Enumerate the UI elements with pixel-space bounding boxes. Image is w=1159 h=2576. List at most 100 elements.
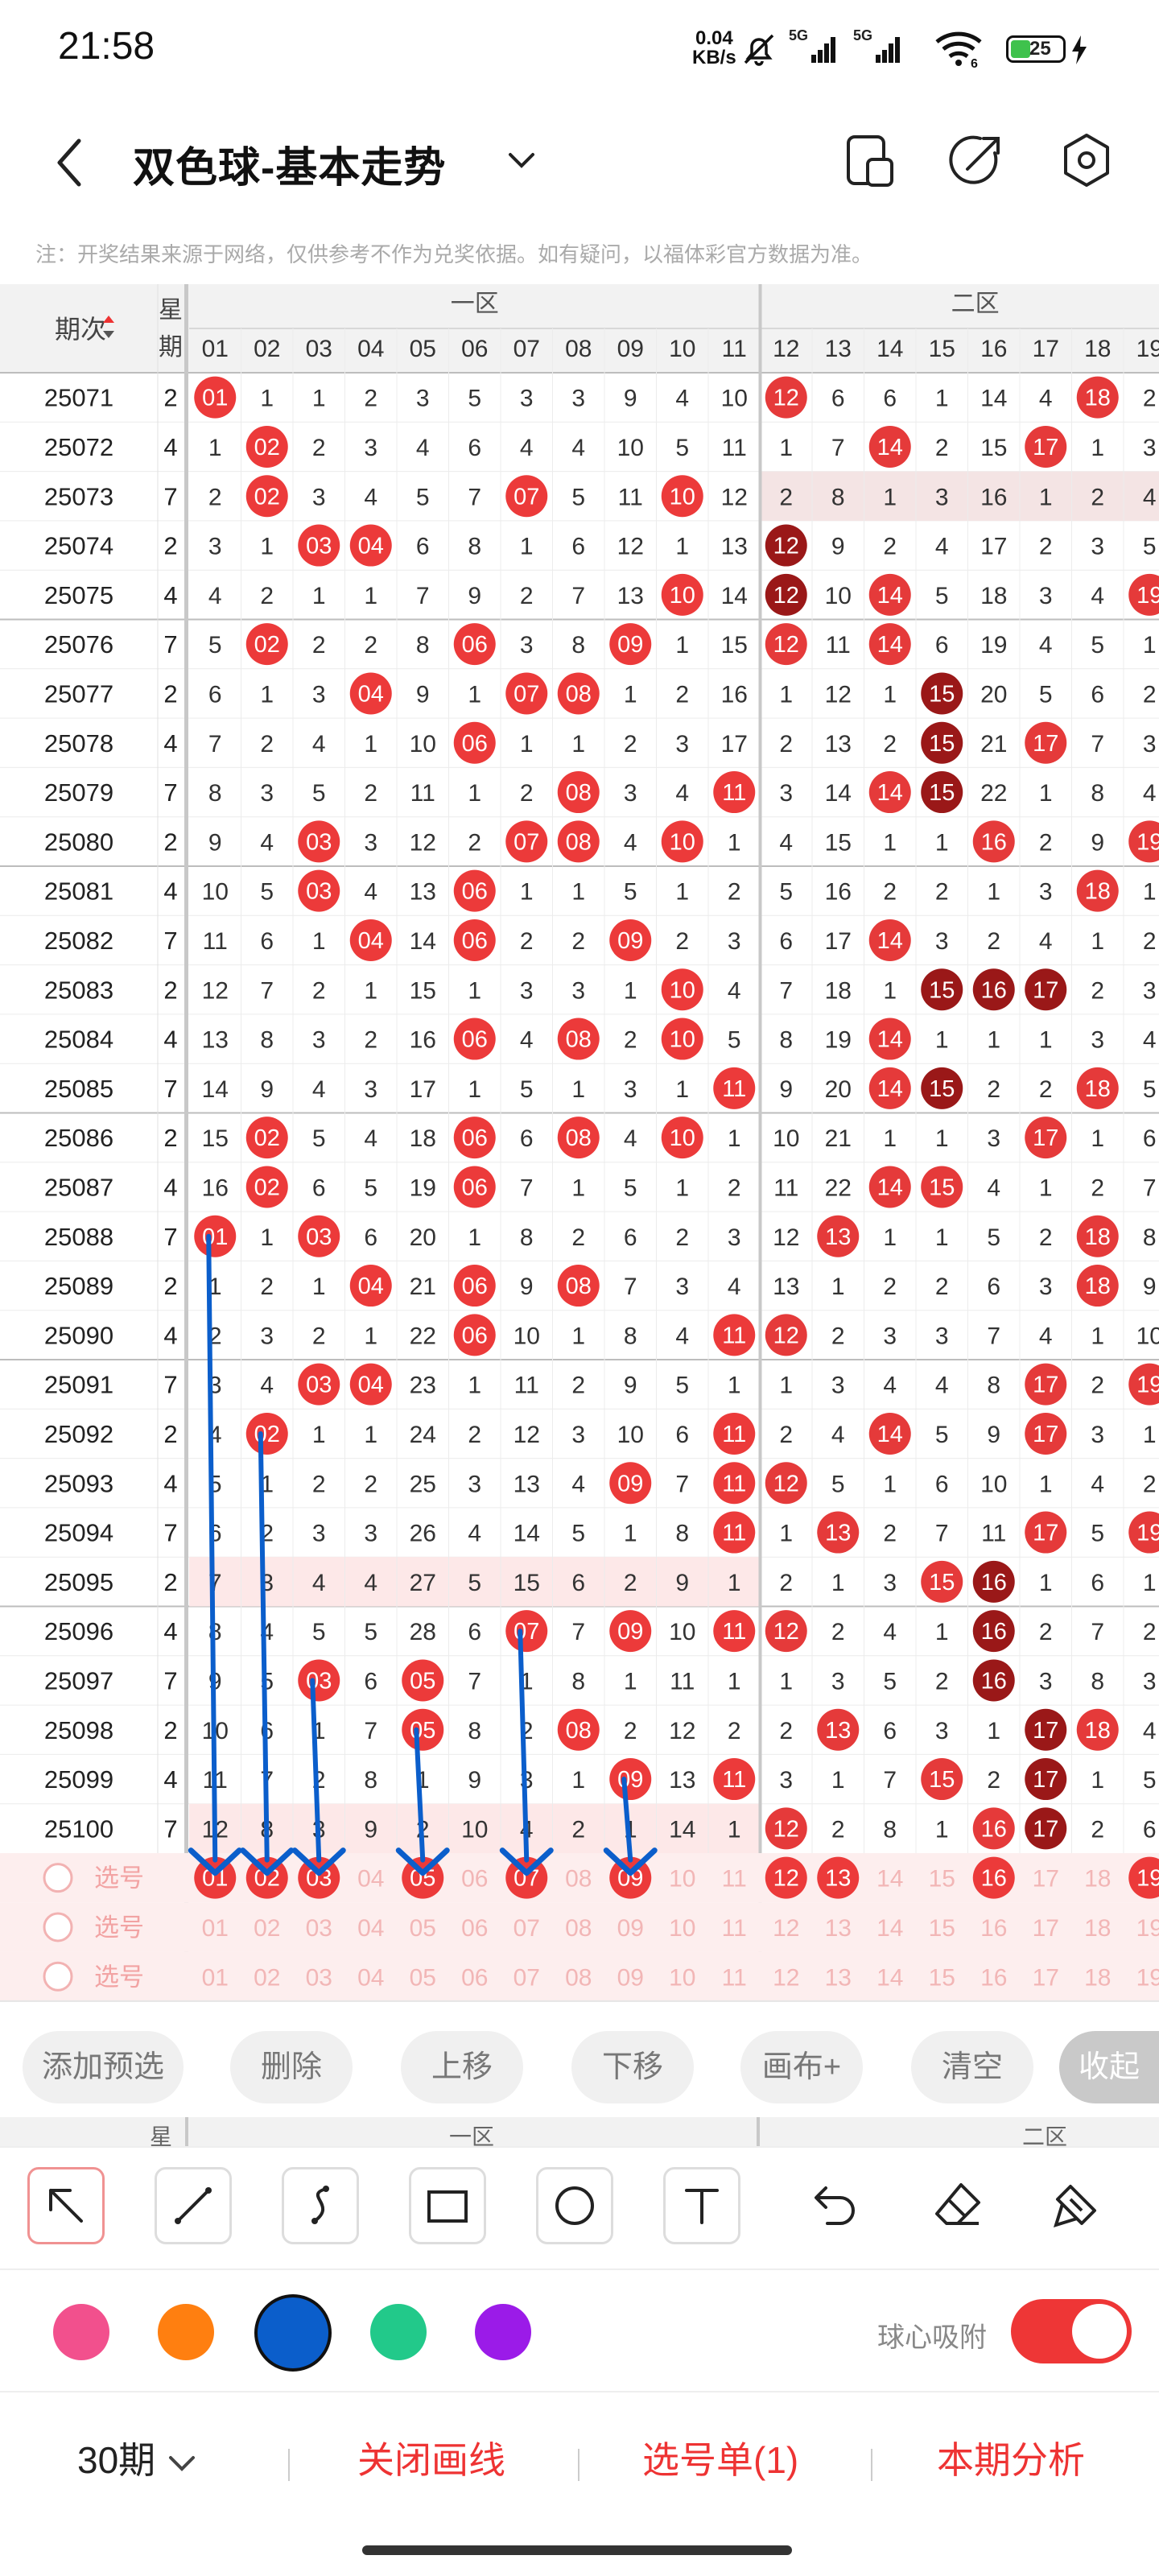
selectable-number[interactable]: 17: [1033, 1866, 1059, 1893]
selectable-number[interactable]: 05: [410, 1964, 436, 1991]
selectable-number[interactable]: 07: [514, 1915, 540, 1942]
selected-ball[interactable]: [765, 1856, 807, 1899]
selectable-number[interactable]: 19: [1136, 1915, 1159, 1942]
selectable-number[interactable]: 14: [876, 1915, 903, 1942]
collapse-button[interactable]: 收起: [1059, 2031, 1159, 2103]
share-icon[interactable]: [947, 129, 1011, 193]
selectable-number[interactable]: 01: [202, 1964, 229, 1991]
snap-to-ball-toggle[interactable]: [1011, 2299, 1132, 2363]
selectable-number[interactable]: 09: [617, 1964, 644, 1991]
sort-down-icon[interactable]: [103, 331, 114, 338]
selectable-number[interactable]: 06: [461, 1964, 488, 1991]
sort-up-icon[interactable]: [103, 316, 114, 323]
selectable-number[interactable]: 15: [929, 1866, 955, 1893]
rectangle-tool[interactable]: [409, 2167, 486, 2244]
color-swatch-green[interactable]: [370, 2304, 427, 2360]
delete-button[interactable]: 删除: [230, 2031, 353, 2103]
selectable-number[interactable]: 03: [306, 1964, 332, 1991]
selectable-number[interactable]: 18: [1084, 1964, 1111, 1991]
selectable-number[interactable]: 08: [565, 1964, 592, 1991]
selectable-number[interactable]: 02: [254, 1915, 280, 1942]
selected-ball[interactable]: [1128, 1856, 1159, 1899]
settings-gear-icon[interactable]: [1054, 129, 1119, 193]
selectable-number[interactable]: 04: [357, 1915, 384, 1942]
selectable-number[interactable]: 16: [980, 1915, 1007, 1942]
red-ball: [453, 623, 496, 666]
selected-ball[interactable]: [245, 1856, 288, 1899]
selectable-number[interactable]: 10: [669, 1915, 695, 1942]
arrow-tool[interactable]: [27, 2167, 105, 2244]
selectable-number[interactable]: 13: [825, 1964, 852, 1991]
curve-tool[interactable]: [282, 2167, 359, 2244]
selectable-number[interactable]: 05: [410, 1915, 436, 1942]
missing-count: 16: [410, 1027, 436, 1054]
selectable-number[interactable]: 01: [202, 1915, 229, 1942]
selected-ball[interactable]: [505, 1856, 548, 1899]
selectable-number[interactable]: 17: [1033, 1915, 1059, 1942]
color-swatch-blue[interactable]: [254, 2294, 332, 2372]
layout-toggle-icon[interactable]: [839, 129, 903, 193]
text-tool[interactable]: [663, 2167, 740, 2244]
color-swatch-pink[interactable]: [53, 2304, 109, 2360]
period-analysis-button[interactable]: 本期分析: [937, 2439, 1085, 2481]
undo-icon[interactable]: [803, 2177, 861, 2235]
selectable-number[interactable]: 15: [929, 1915, 955, 1942]
line-tool[interactable]: [155, 2167, 232, 2244]
selectable-number[interactable]: 04: [357, 1964, 384, 1991]
selectable-number[interactable]: 06: [461, 1915, 488, 1942]
selection-radio[interactable]: [43, 1863, 73, 1893]
selectable-number[interactable]: 16: [980, 1964, 1007, 1991]
selectable-number[interactable]: 18: [1084, 1915, 1111, 1942]
selectable-number[interactable]: 14: [876, 1866, 903, 1893]
selected-ball[interactable]: [609, 1856, 652, 1899]
chevron-down-icon[interactable]: [505, 145, 538, 177]
clear-brush-icon[interactable]: [1046, 2177, 1104, 2235]
selectable-number[interactable]: 12: [773, 1915, 799, 1942]
clear-button[interactable]: 清空: [911, 2031, 1033, 2103]
red-ball-number: 06: [462, 1323, 488, 1348]
period-count-dropdown[interactable]: 30期: [77, 2436, 198, 2484]
add-preselect-button[interactable]: 添加预选: [23, 2031, 184, 2103]
selectable-number[interactable]: 04: [357, 1866, 384, 1893]
selectable-number[interactable]: 02: [254, 1964, 280, 1991]
selectable-number[interactable]: 15: [929, 1964, 955, 1991]
selectable-number[interactable]: 11: [722, 1964, 747, 1991]
selectable-number[interactable]: 10: [669, 1866, 695, 1893]
selected-ball[interactable]: [402, 1856, 444, 1899]
blue-ball-number: 19: [1136, 829, 1159, 855]
selectable-number[interactable]: 14: [876, 1964, 903, 1991]
missing-count: 2: [831, 1619, 845, 1645]
circle-tool[interactable]: [536, 2167, 613, 2244]
canvas-plus-button[interactable]: 画布+: [740, 2031, 863, 2103]
selectable-number[interactable]: 19: [1136, 1964, 1159, 1991]
selectable-number[interactable]: 18: [1084, 1866, 1111, 1893]
eraser-icon[interactable]: [929, 2177, 987, 2235]
selectable-number[interactable]: 12: [773, 1964, 799, 1991]
selectable-number[interactable]: 13: [825, 1915, 852, 1942]
selectable-number[interactable]: 10: [669, 1964, 695, 1991]
selected-ball[interactable]: [194, 1856, 237, 1899]
selected-ball[interactable]: [817, 1856, 860, 1899]
selectable-number[interactable]: 09: [617, 1915, 644, 1942]
selectable-number[interactable]: 08: [565, 1866, 592, 1893]
move-up-button[interactable]: 上移: [401, 2031, 523, 2103]
selectable-number[interactable]: 11: [722, 1915, 747, 1942]
selectable-number[interactable]: 17: [1033, 1964, 1059, 1991]
move-down-button[interactable]: 下移: [571, 2031, 694, 2103]
selected-ball[interactable]: [972, 1856, 1015, 1899]
selectable-number[interactable]: 07: [514, 1964, 540, 1991]
close-lines-button[interactable]: 关闭画线: [357, 2439, 505, 2481]
selection-radio[interactable]: [43, 1961, 73, 1992]
selectable-number[interactable]: 03: [306, 1915, 332, 1942]
selection-list-button[interactable]: 选号单(1): [642, 2439, 799, 2481]
color-swatch-orange[interactable]: [158, 2304, 214, 2360]
selectable-number[interactable]: 08: [565, 1915, 592, 1942]
selectable-number[interactable]: 11: [722, 1866, 747, 1893]
back-arrow-icon[interactable]: [48, 133, 97, 193]
page-title[interactable]: 双色球-基本走势: [133, 145, 447, 192]
selection-radio[interactable]: [43, 1912, 73, 1942]
home-indicator[interactable]: [362, 2545, 792, 2555]
color-swatch-purple[interactable]: [475, 2304, 531, 2360]
selected-ball[interactable]: [298, 1856, 340, 1899]
selectable-number[interactable]: 06: [461, 1866, 488, 1893]
